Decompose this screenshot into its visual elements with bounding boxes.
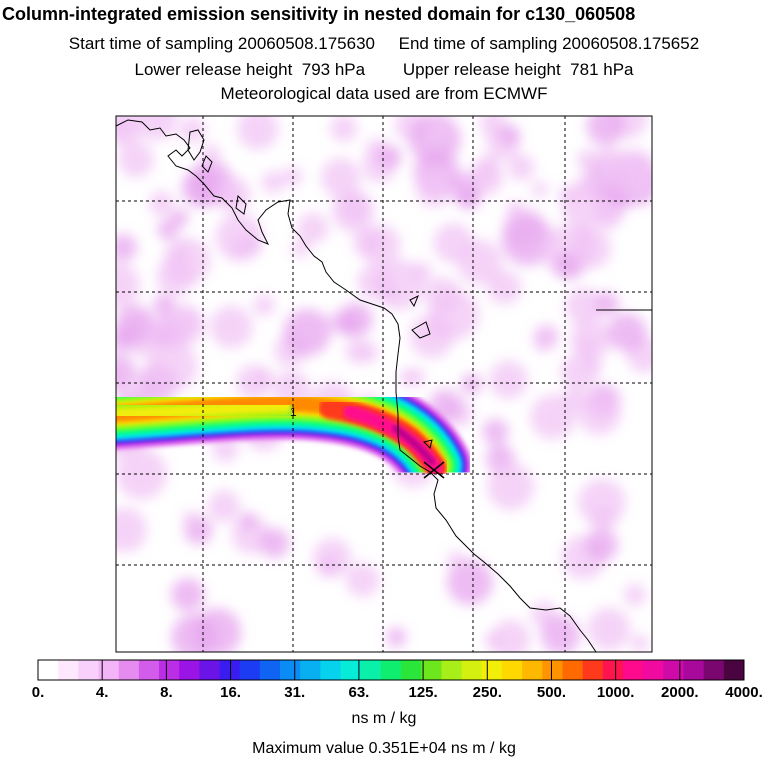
colorbar-cell	[320, 660, 342, 680]
time-marker-label: 1	[290, 405, 297, 419]
lat-lon-grid	[116, 116, 652, 652]
sampling-times: Start time of sampling 20060508.175630 E…	[68, 34, 700, 53]
colorbar-cell	[360, 660, 382, 680]
colorbar-cell	[239, 660, 261, 680]
colorbar-cell	[703, 660, 725, 680]
colorbar-cell	[138, 660, 160, 680]
colorbar-cell	[501, 660, 523, 680]
colorbar-cell	[723, 660, 745, 680]
map-frame	[115, 115, 653, 653]
colorbar-cell	[622, 660, 644, 680]
colorbar-cell	[542, 660, 563, 680]
colorbar-cell	[380, 660, 402, 680]
colorbar-cell	[562, 660, 584, 680]
colorbar-tick-label: 0.	[31, 684, 45, 701]
x-marker	[423, 461, 445, 479]
colorbar-tick-label: 16.	[220, 684, 241, 701]
colorbar-tick-label: 4000.	[725, 684, 763, 701]
colorbar-tick-label: 31.	[284, 684, 306, 701]
colorbar-cell	[98, 660, 120, 680]
plot-title: Column-integrated emission sensitivity i…	[2, 4, 636, 24]
maximum-value: Maximum value 0.351E+04 ns m / kg	[252, 740, 516, 757]
colorbar-units: ns m / kg	[351, 710, 417, 727]
colorbar-cell	[582, 660, 604, 680]
colorbar-tick-label: 125.	[408, 684, 438, 701]
colorbar-cell	[38, 660, 59, 680]
colorbar-cell	[522, 660, 543, 680]
emission-plume	[116, 367, 472, 502]
colorbar-cell	[461, 660, 483, 680]
colorbar-tick-label: 250.	[472, 684, 502, 701]
colorbar-cell	[199, 660, 221, 680]
colorbar-cell	[643, 660, 664, 680]
colorbar-cell	[441, 660, 463, 680]
colorbar-cell	[159, 660, 180, 680]
colorbar-tick-label: 8.	[160, 684, 173, 701]
colorbar-cell	[259, 660, 281, 680]
met-data-source: Meteorological data used are from ECMWF	[220, 84, 548, 103]
colorbar-tick-label: 4.	[95, 684, 109, 701]
colorbar-tick-label: 2000.	[661, 684, 699, 701]
colorbar-cell	[421, 660, 442, 680]
colorbar-cell	[602, 660, 624, 680]
colorbar-cell	[118, 660, 140, 680]
colorbar-cell	[300, 660, 321, 680]
colorbar-tick-label: 500.	[536, 684, 567, 701]
colorbar-tick-label: 1000.	[596, 684, 635, 701]
colorbar-cell	[179, 660, 200, 680]
colorbar-cell	[58, 660, 79, 680]
colorbar-cell	[663, 660, 684, 680]
colorbar-cell	[280, 660, 301, 680]
colorbar-tick-label: 63.	[348, 684, 370, 701]
colorbar-cell	[481, 660, 503, 680]
colorbar-cell	[78, 660, 100, 680]
colorbar-cell	[683, 660, 705, 680]
release-heights: Lower release height 793 hPa Upper relea…	[134, 60, 634, 79]
colorbar-cell	[340, 660, 362, 680]
plume-band	[116, 401, 291, 420]
plume-core	[392, 425, 435, 465]
colorbar-cell	[219, 660, 241, 680]
colorbar-cell	[401, 660, 422, 680]
